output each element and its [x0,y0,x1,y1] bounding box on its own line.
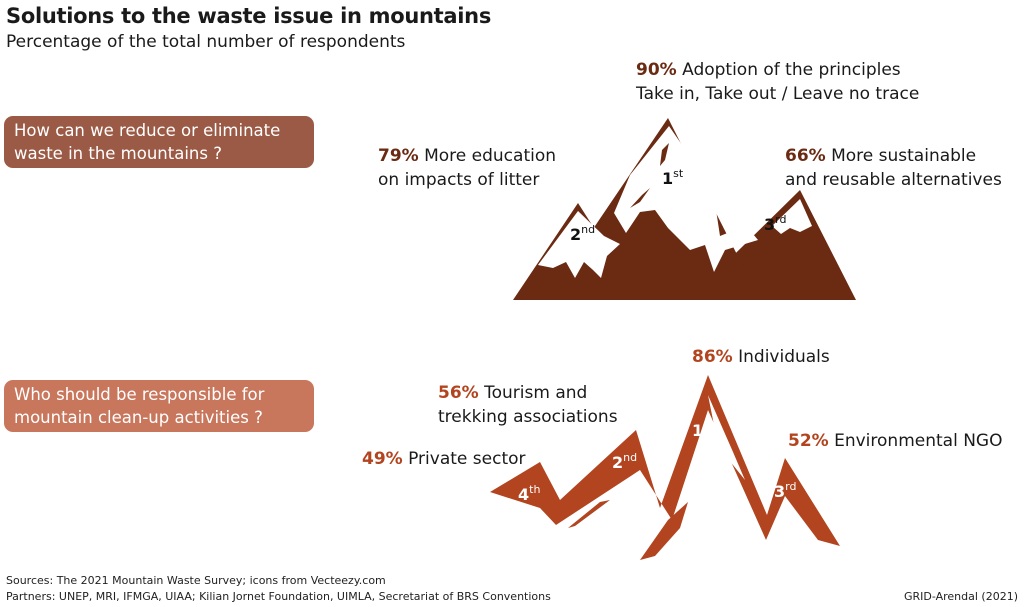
rank-label: 1st [692,419,714,440]
data-label-private-sector: 49% Private sector [362,447,526,471]
value-label: 90% [636,60,677,80]
bottom-mountain-group [490,375,840,560]
rank-label: 3rd [764,213,786,234]
category-label: Environmental NGO [834,431,1003,451]
ridge-fragment [568,500,610,528]
value-label: 52% [788,431,829,451]
snow-cap-second [538,211,620,278]
question-box-reduce-waste: How can we reduce or eliminate waste in … [4,116,314,168]
value-label: 49% [362,449,403,469]
data-label-adoption: 90% Adoption of the principles Take in, … [636,58,919,106]
crevice-mark-2 [630,188,650,208]
snow-cap-first [614,126,758,272]
rank-label: 1st [662,167,684,188]
data-label-education: 79% More education on impacts of litter [378,144,556,192]
value-label: 66% [785,146,826,166]
category-label: Tourism and [484,383,588,403]
category-label-line2: Take in, Take out / Leave no trace [636,84,920,104]
category-label: More education [424,146,557,166]
question-box-responsibility: Who should be responsible for mountain c… [4,380,314,432]
ridge-fragment-2 [640,502,688,560]
category-label-line2: on impacts of litter [378,170,540,190]
page-subtitle: Percentage of the total number of respon… [6,32,406,52]
value-label: 56% [438,383,479,403]
value-label: 79% [378,146,419,166]
category-label-line2: trekking associations [438,407,618,427]
sources-note: Sources: The 2021 Mountain Waste Survey;… [6,574,386,587]
crevice-mark [660,143,669,166]
rank-label: 3rd [774,480,796,501]
rank-label: 2nd [612,451,637,472]
category-label: Adoption of the principles [682,60,901,80]
category-label: Individuals [738,347,830,367]
ridge-inner-snow [708,395,745,480]
category-label: Private sector [408,449,526,469]
category-label-line2: and reusable alternatives [785,170,1002,190]
credit-note: GRID-Arendal (2021) [903,590,1018,603]
rank-label: 4th [518,483,540,504]
data-label-individuals: 86% Individuals [692,345,830,369]
rank-label: 2nd [570,223,595,244]
page-title: Solutions to the waste issue in mountain… [6,4,492,28]
value-label: 86% [692,347,733,367]
category-label: More sustainable [831,146,977,166]
data-label-ngo: 52% Environmental NGO [788,429,1002,453]
data-label-alternatives: 66% More sustainable and reusable altern… [785,144,1002,192]
data-label-tourism: 56% Tourism and trekking associations [438,381,618,429]
snow-cap-third [772,199,812,234]
partners-note: Partners: UNEP, MRI, IFMGA, UIAA; Kilian… [6,590,551,603]
zigzag-ridge [490,375,840,546]
top-mountain-group [513,118,856,300]
